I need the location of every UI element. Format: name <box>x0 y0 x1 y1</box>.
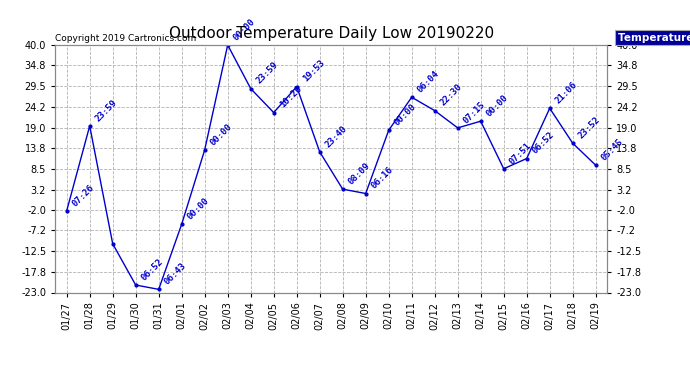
Text: 00:00: 00:00 <box>232 17 257 42</box>
Text: 23:52: 23:52 <box>577 115 602 140</box>
Text: 00:00: 00:00 <box>186 196 211 221</box>
Title: Outdoor Temperature Daily Low 20190220: Outdoor Temperature Daily Low 20190220 <box>168 26 494 41</box>
Text: 00:00: 00:00 <box>209 122 234 147</box>
Text: Temperature (°F): Temperature (°F) <box>618 33 690 42</box>
Text: 23:59: 23:59 <box>255 60 280 86</box>
Text: 23:59: 23:59 <box>94 98 119 123</box>
Text: 06:04: 06:04 <box>416 69 441 94</box>
Text: 06:16: 06:16 <box>370 165 395 191</box>
Text: 06:52: 06:52 <box>140 257 165 282</box>
Text: 21:06: 21:06 <box>554 80 579 105</box>
Text: 06:52: 06:52 <box>531 130 556 156</box>
Text: Copyright 2019 Cartronics.com: Copyright 2019 Cartronics.com <box>55 33 197 42</box>
Text: 00:00: 00:00 <box>393 102 418 128</box>
Text: 22:30: 22:30 <box>439 82 464 108</box>
Text: 10:26: 10:26 <box>278 84 303 110</box>
Text: 05:45: 05:45 <box>600 137 625 162</box>
Text: 07:15: 07:15 <box>462 100 487 125</box>
Text: 00:00: 00:00 <box>485 93 510 118</box>
Text: 06:43: 06:43 <box>163 261 188 286</box>
Text: 08:09: 08:09 <box>347 161 372 186</box>
Text: 07:26: 07:26 <box>71 183 96 208</box>
Text: 23:40: 23:40 <box>324 124 349 149</box>
Text: 07:51: 07:51 <box>508 141 533 166</box>
Text: 19:53: 19:53 <box>301 58 326 84</box>
